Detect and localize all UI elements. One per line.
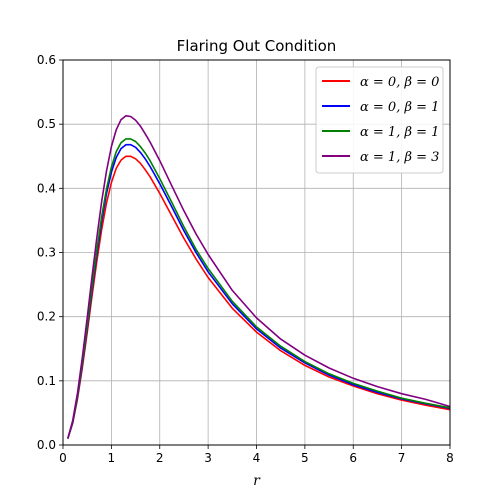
x-tick-label: 8	[446, 451, 454, 465]
legend-entry: α = 1, β = 3	[360, 150, 439, 165]
series-line-3	[67, 138, 451, 439]
legend: α = 0, β = 0 α = 0, β = 1 α = 1, β = 1 α = …	[315, 66, 444, 174]
y-tick-label: 0.3	[37, 246, 56, 260]
x-tick-label: 7	[398, 451, 406, 465]
series-line-4	[67, 115, 451, 439]
x-tick-label: 4	[253, 451, 261, 465]
x-tick-label: 2	[156, 451, 164, 465]
x-tick-label: 1	[108, 451, 116, 465]
legend-entry: α = 0, β = 0	[360, 75, 439, 90]
legend-box	[315, 66, 444, 174]
chart-title: Flaring Out Condition	[177, 37, 337, 55]
y-tick-label: 0.5	[37, 117, 56, 131]
legend-entry: α = 0, β = 1	[360, 100, 439, 115]
y-tick-label: 0.6	[37, 53, 56, 67]
y-tick-label: 0.1	[37, 374, 56, 388]
legend-entry: α = 1, β = 1	[360, 125, 439, 140]
series-lines	[67, 115, 451, 439]
x-tick-label: 0	[59, 451, 67, 465]
axis-ticks: 0 1 2 3 4 5 6 7 8 0.0 0.1 0.2 0.3 0.4 0.5 0.6	[37, 53, 454, 465]
y-tick-label: 0.4	[37, 181, 56, 195]
x-tick-label: 3	[204, 451, 212, 465]
x-tick-label: 5	[301, 451, 309, 465]
y-tick-label: 0.2	[37, 310, 56, 324]
x-axis-label: r	[253, 473, 261, 489]
x-tick-label: 6	[349, 451, 357, 465]
y-tick-label: 0.0	[37, 438, 56, 452]
series-line-1	[67, 155, 451, 439]
